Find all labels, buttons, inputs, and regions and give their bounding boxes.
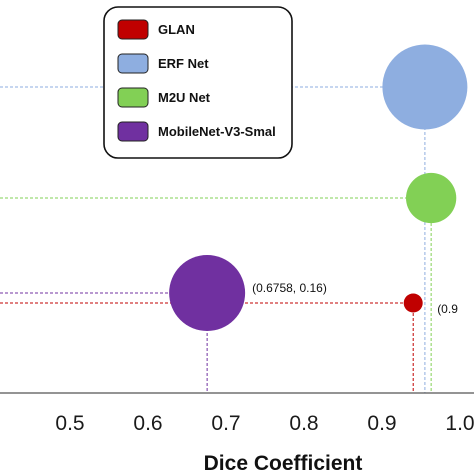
bubble-glan	[403, 293, 423, 313]
legend-swatch-erf-net	[117, 53, 149, 74]
bubble-m2u-net	[406, 172, 457, 224]
legend-swatch-mobilenet-v3-smal	[117, 121, 149, 142]
annotation-mobilenet-v3-smal: (0.6758, 0.16)	[252, 281, 327, 295]
x-axis-label: Dice Coefficient	[204, 452, 363, 474]
annotation-glan: (0.9	[437, 302, 458, 316]
legend-label-glan: GLAN	[158, 22, 195, 37]
legend-label-mobilenet-v3-smal: MobileNet-V3-Smal	[158, 124, 276, 139]
x-tick-label: 0.6	[133, 412, 162, 435]
x-tick-label: 0.5	[55, 412, 84, 435]
x-tick-label: 0.9	[367, 412, 396, 435]
annotations: (0.6758, 0.16) (0.9	[252, 281, 458, 316]
legend-label-erf-net: ERF Net	[158, 56, 209, 71]
bubble-erf-net	[382, 44, 468, 130]
x-tick-label: 1.0	[445, 412, 474, 435]
legend-swatch-glan	[117, 19, 149, 40]
legend-label-m2u-net: M2U Net	[158, 90, 211, 105]
bubbles	[169, 44, 468, 331]
legend-swatch-m2u-net	[117, 87, 149, 108]
legend: GLAN ERF Net M2U Net MobileNet-V3-Smal	[103, 6, 293, 159]
x-tick-label: 0.8	[289, 412, 318, 435]
x-tick-labels: 0.5 0.6 0.7 0.8 0.9 1.0	[55, 412, 474, 435]
x-tick-label: 0.7	[211, 412, 240, 435]
bubble-mobilenet-v3-smal	[169, 255, 246, 331]
legend-box	[103, 6, 293, 159]
